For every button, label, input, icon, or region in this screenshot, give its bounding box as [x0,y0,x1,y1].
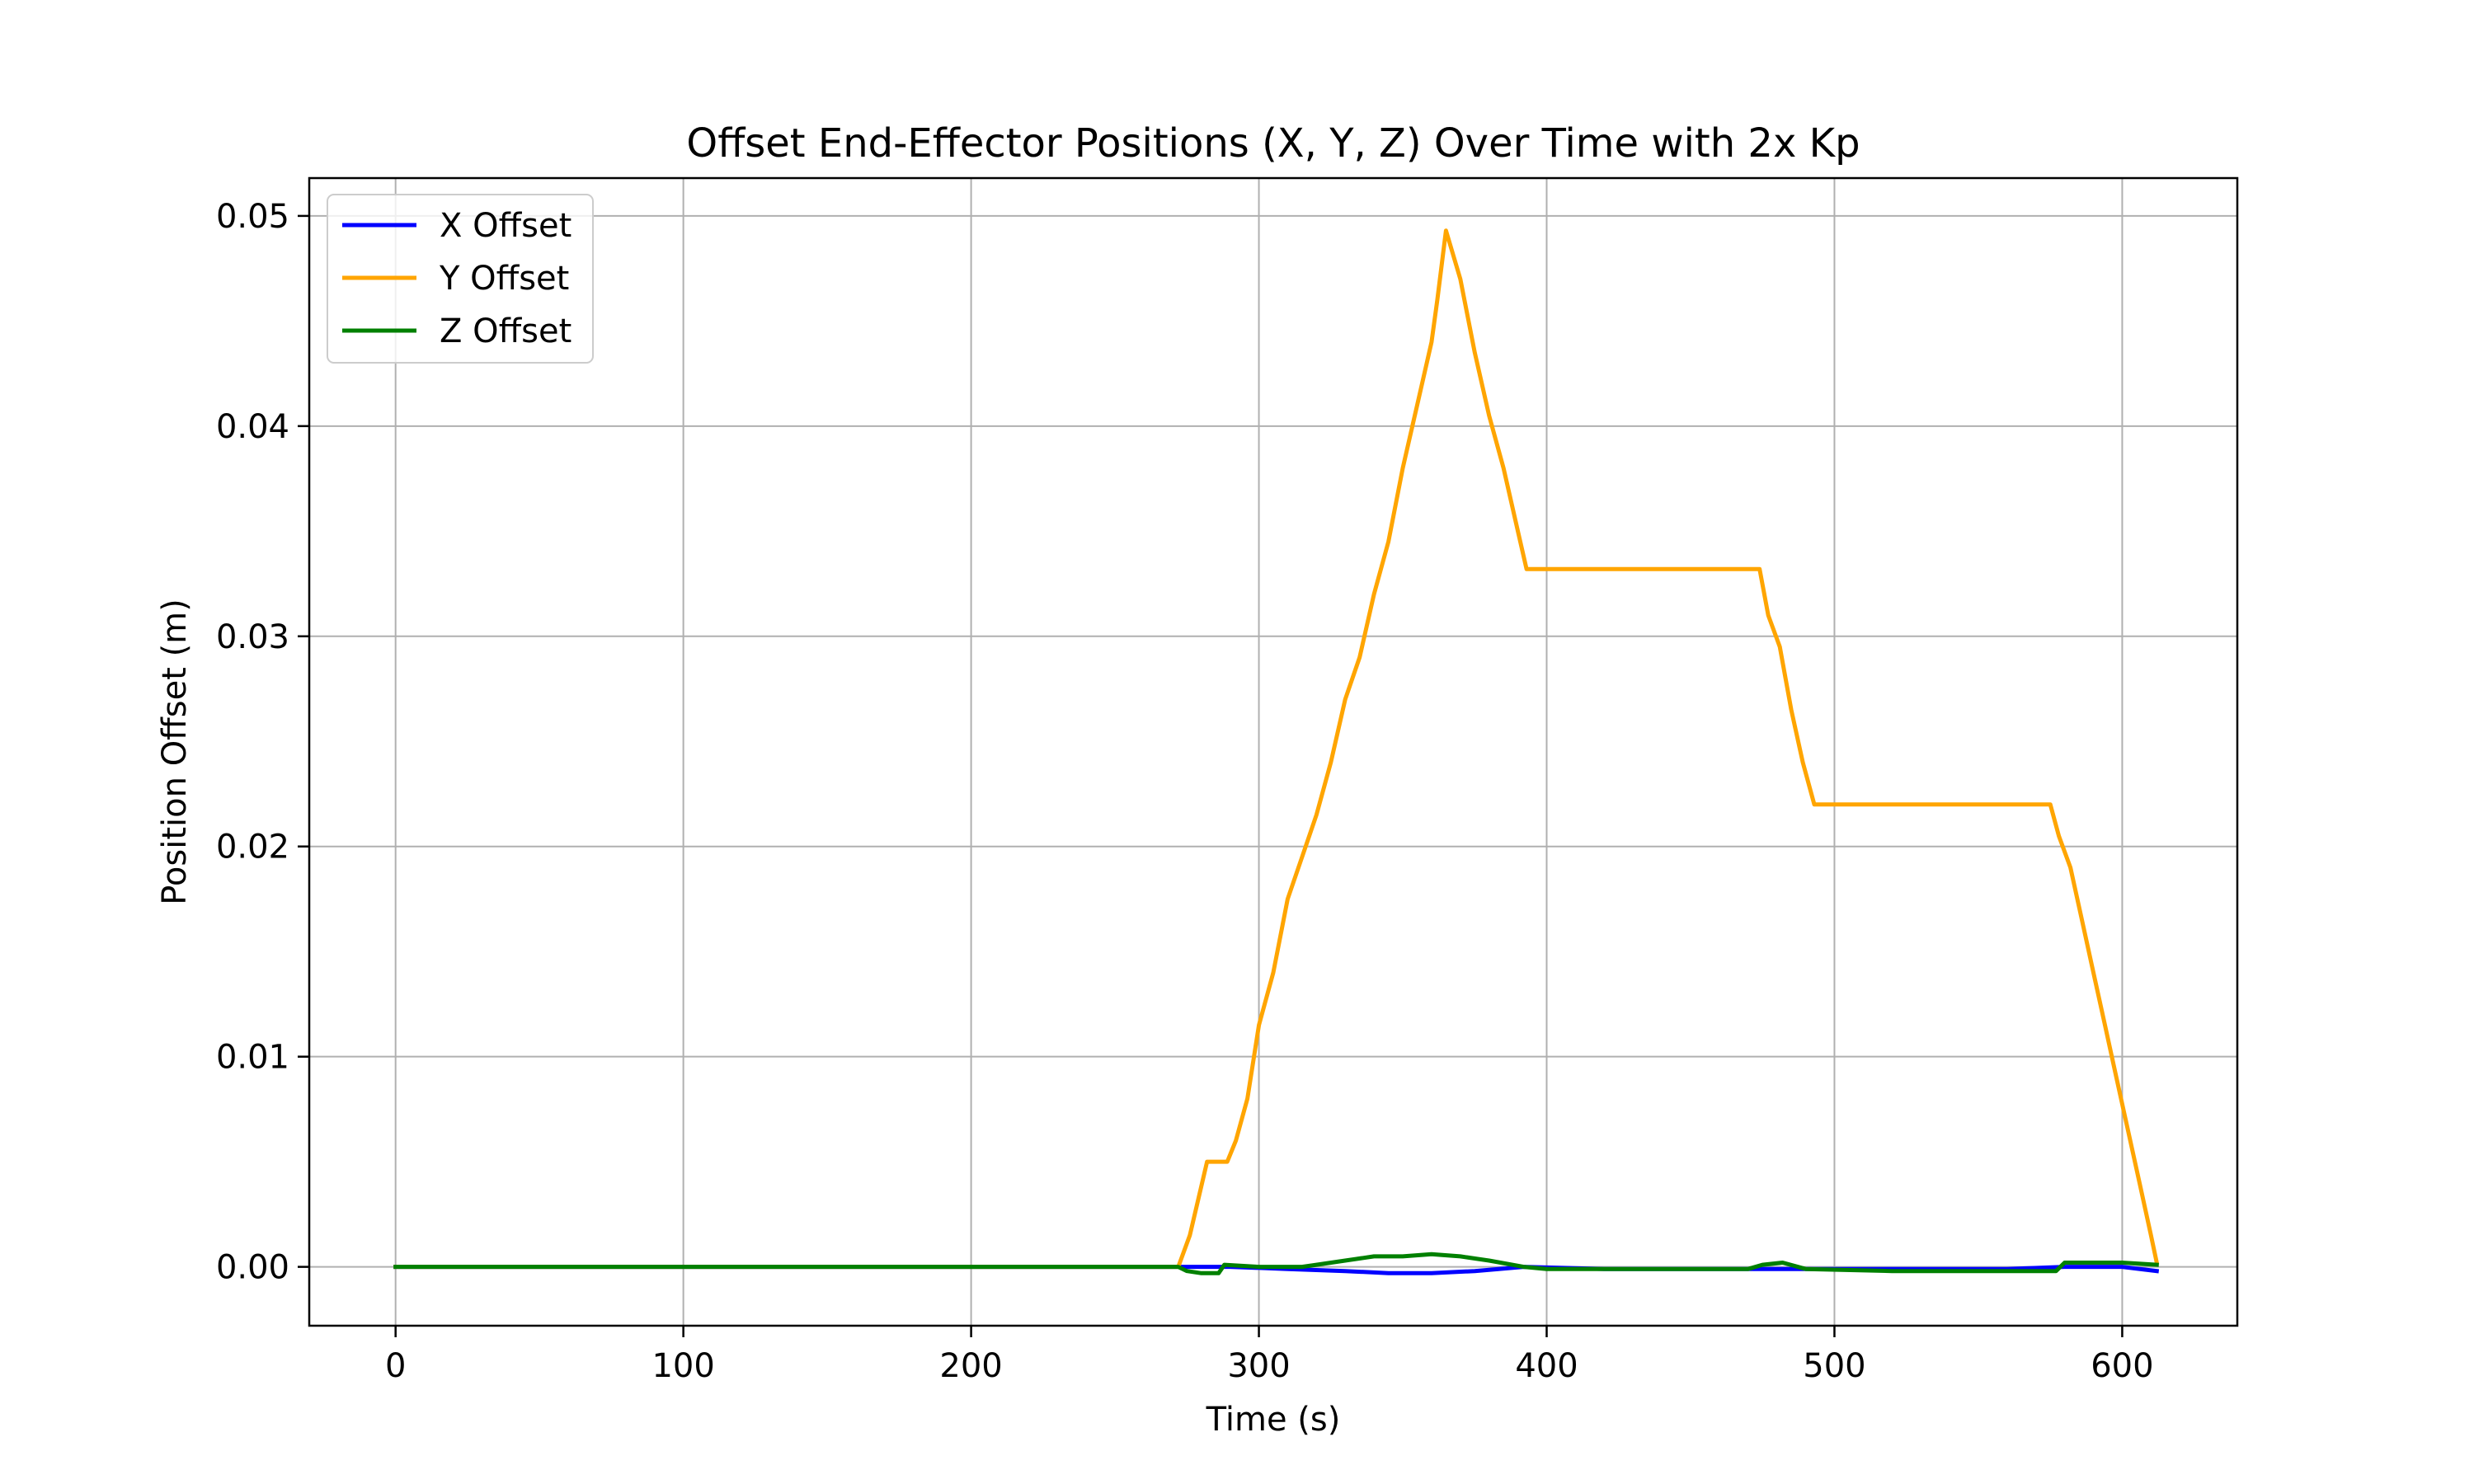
y-tick-label: 0.05 [216,198,289,236]
chart-title: Offset End-Effector Positions (X, Y, Z) … [686,120,1860,167]
x-tick-label: 600 [2091,1347,2153,1385]
plot-frame [308,176,2239,1327]
y-tick-label: 0.04 [216,408,289,446]
x-tick-label: 100 [651,1347,714,1385]
y-tick-label: 0.01 [216,1039,289,1077]
x-axis-label: Time (s) [1206,1401,1341,1439]
x-tick-label: 200 [939,1347,1002,1385]
y-offset-line [393,228,2160,1270]
z-offset-line [393,1252,2159,1275]
x-tick-label: 0 [385,1347,406,1385]
legend-entries: X Offset Y Offset Z Offset [342,207,571,350]
y-tick-label: 0.00 [216,1249,289,1287]
legend-label-z-offset: Z Offset [440,312,571,350]
legend-box [327,194,594,364]
y-axis-label: Position Offset (m) [156,599,194,905]
y-tick-label: 0.02 [216,829,289,866]
legend: X Offset Y Offset Z Offset [327,194,594,364]
series-layer [393,228,2160,1275]
x-tick-label: 500 [1803,1347,1865,1385]
y-tick-label: 0.03 [216,618,289,656]
tick-layer: 0 100 200 300 400 500 600 0.00 0.01 0.02 0.03 0.04 0… [216,198,2154,1385]
x-tick-label: 300 [1227,1347,1290,1385]
x-tick-label: 400 [1515,1347,1578,1385]
legend-label-x-offset: X Offset [440,207,571,245]
legend-label-y-offset: Y Offset [439,260,569,298]
